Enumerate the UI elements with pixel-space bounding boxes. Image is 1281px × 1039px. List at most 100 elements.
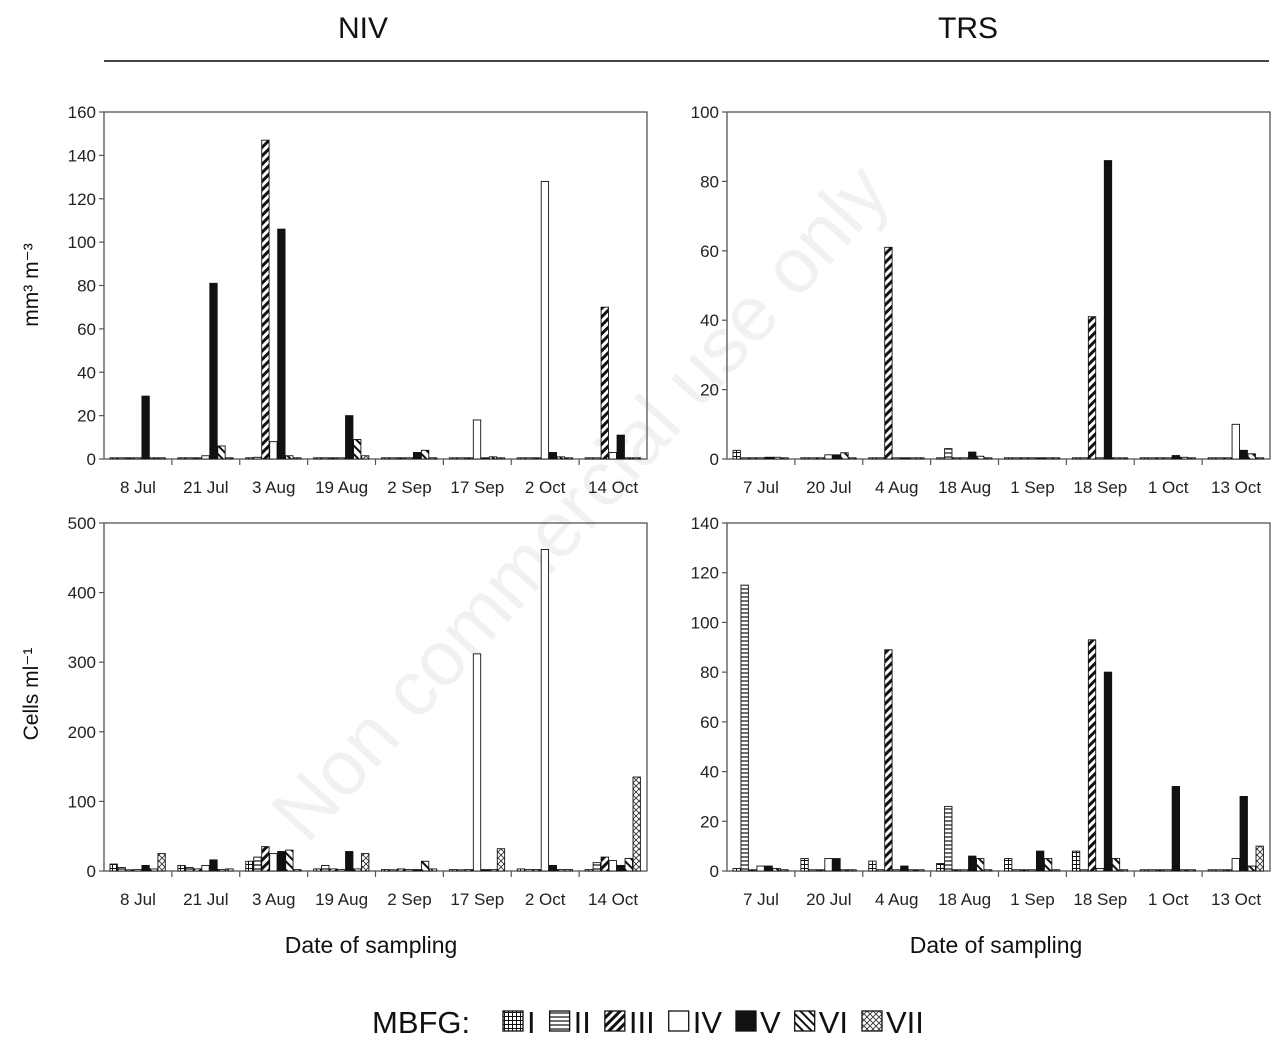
legend: MBFG: I II III IV V VI VII	[372, 1005, 924, 1039]
bar-mbfg-iii	[748, 869, 757, 872]
y-tick-label: 60	[700, 713, 719, 732]
bar-mbfg-iii	[193, 868, 202, 872]
bar-mbfg-iii	[532, 869, 542, 872]
bar-mbfg-vii	[780, 869, 789, 872]
bar-mbfg-iii	[600, 856, 609, 872]
bar-mbfg-vi	[353, 439, 362, 460]
bar-mbfg-vii	[632, 457, 641, 460]
x-tick-label: 3 Aug	[252, 890, 296, 909]
bar-mbfg-iv	[1027, 869, 1037, 872]
y-tick-label: 60	[700, 242, 719, 261]
legend-label-v: V	[760, 1005, 781, 1039]
x-tick-label: 17 Sep	[450, 478, 504, 497]
x-tick-label: 1 Sep	[1010, 890, 1054, 909]
y-tick-label: 0	[87, 862, 96, 881]
x-tick-label: 19 Aug	[315, 890, 368, 909]
y-tick-label: 0	[710, 862, 719, 881]
bar-mbfg-iii	[816, 869, 825, 872]
y-tick-label: 60	[77, 320, 96, 339]
bar-mbfg-vii	[225, 868, 234, 872]
bar-mbfg-vi	[1179, 456, 1188, 460]
bar-mbfg-ii	[592, 862, 601, 872]
bar-mbfg-i	[313, 457, 322, 460]
bar-mbfg-vii	[1051, 869, 1061, 872]
bar-mbfg-iv	[1231, 423, 1240, 460]
y-tick-label: 200	[68, 723, 96, 742]
bar-mbfg-vii	[428, 868, 438, 872]
bar-mbfg-vii	[916, 457, 925, 460]
bar-mbfg-ii	[456, 457, 466, 460]
bar-mbfg-v	[764, 865, 773, 872]
bar-mbfg-ii	[592, 457, 601, 460]
bar-mbfg-vii	[780, 457, 789, 460]
bar-mbfg-iii	[952, 457, 961, 460]
bar-mbfg-ii	[456, 869, 466, 872]
bar-mbfg-v	[141, 864, 150, 872]
bar-mbfg-i	[936, 457, 945, 460]
bar-mbfg-v	[277, 851, 286, 872]
bar-mbfg-ii	[1215, 869, 1224, 872]
bar-mbfg-iii	[748, 457, 757, 460]
bar-mbfg-iv	[892, 869, 901, 872]
bar-mbfg-v	[209, 859, 218, 872]
bar-mbfg-i	[177, 864, 186, 872]
x-axis-label-niv: Date of sampling	[285, 932, 458, 958]
bar-mbfg-i	[1004, 858, 1013, 872]
bar-mbfg-v	[764, 456, 773, 460]
bar-mbfg-ii	[1079, 869, 1089, 872]
bar-mbfg-v	[616, 434, 625, 460]
x-tick-label: 4 Aug	[875, 890, 919, 909]
bar-mbfg-vii	[1119, 869, 1129, 872]
bar-mbfg-ii	[1079, 457, 1089, 460]
bar-mbfg-v	[480, 869, 490, 872]
bar-mbfg-vi	[285, 849, 294, 872]
bar-mbfg-v	[548, 864, 558, 872]
bar-mbfg-vi	[976, 858, 985, 872]
bar-mbfg-vii	[632, 776, 641, 872]
x-tick-label: 2 Oct	[525, 478, 566, 497]
bar-mbfg-vii	[1119, 457, 1129, 460]
x-tick-label: 1 Sep	[1010, 478, 1054, 497]
x-tick-label: 2 Oct	[525, 890, 566, 909]
x-tick-label: 2 Sep	[387, 890, 431, 909]
bar-mbfg-i	[516, 457, 526, 460]
bar-mbfg-iv	[960, 457, 969, 460]
bar-mbfg-iii	[125, 869, 134, 872]
legend-swatch-v	[735, 1010, 757, 1032]
bar-mbfg-i	[313, 868, 322, 872]
bar-mbfg-vii	[225, 457, 234, 460]
y-tick-label: 20	[700, 812, 719, 831]
bar-mbfg-iii	[464, 869, 474, 872]
bar-mbfg-i	[109, 457, 118, 460]
bar-mbfg-vii	[1187, 457, 1196, 460]
legend-label-vii: VII	[886, 1005, 924, 1039]
bar-mbfg-ii	[524, 869, 534, 872]
bar-mbfg-iv	[472, 653, 482, 872]
bar-mbfg-iv	[337, 457, 346, 460]
bar-mbfg-iii	[816, 457, 825, 460]
bar-mbfg-vi	[840, 869, 849, 872]
y-tick-label: 100	[691, 613, 719, 632]
bar-mbfg-iv	[269, 853, 278, 872]
y-tick-label: 100	[691, 103, 719, 122]
bar-mbfg-ii	[524, 457, 534, 460]
bar-mbfg-v	[1171, 786, 1181, 872]
legend-label-iv: IV	[693, 1005, 723, 1039]
bar-mbfg-vii	[1187, 869, 1196, 872]
x-tick-label: 1 Oct	[1148, 890, 1189, 909]
y-tick-label: 0	[710, 450, 719, 469]
chart-trs-biovolume: 0 20 40 60 80 100 7 Jul 20 Jul 4 Aug 18 Aug 1 Sep 1…	[691, 103, 1271, 497]
bar-mbfg-iii	[397, 868, 406, 872]
bar-mbfg-vii	[564, 457, 573, 460]
legend-swatch-iv	[668, 1010, 690, 1032]
bar-mbfg-vi	[908, 457, 917, 460]
bar-mbfg-ii	[944, 448, 953, 460]
bar-mbfg-vi	[1043, 858, 1053, 872]
bar-mbfg-iii	[1087, 639, 1097, 872]
bar-mbfg-ii	[185, 457, 194, 460]
x-tick-label: 14 Oct	[588, 478, 638, 497]
bar-mbfg-vii	[984, 869, 993, 872]
legend-swatch-i	[502, 1010, 524, 1032]
bar-mbfg-ii	[321, 864, 330, 872]
